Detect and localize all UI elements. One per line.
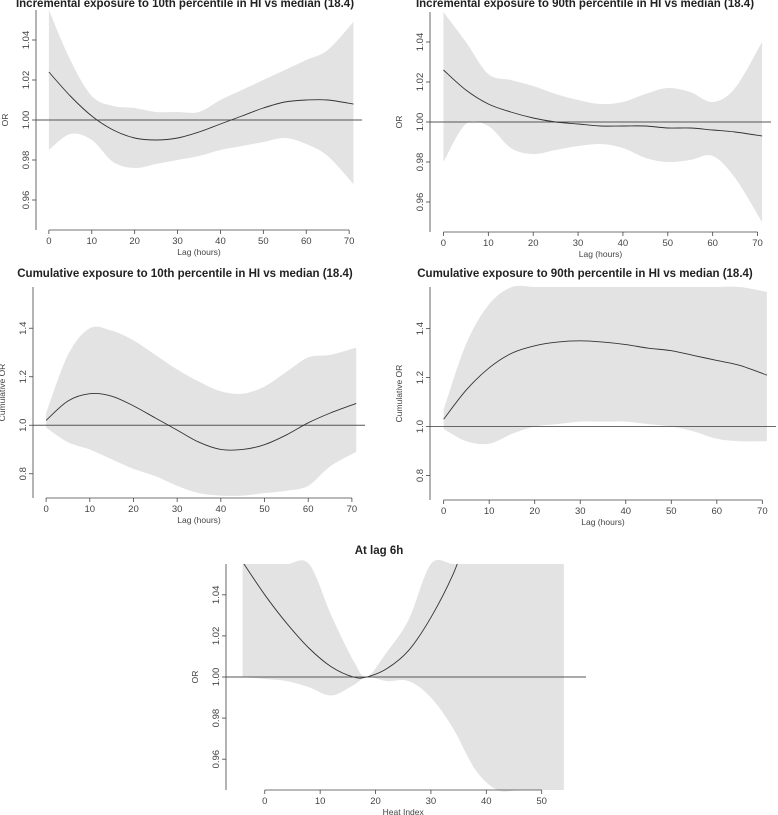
y-tick-label: 1.04	[415, 33, 426, 52]
y-tick-label: 0.96	[211, 750, 222, 769]
series-line	[443, 340, 768, 420]
x-tick-label: 30	[575, 506, 586, 517]
x-tick-label: 50	[666, 506, 677, 517]
chart-title: At lag 6h	[354, 545, 404, 557]
x-tick-label: 0	[441, 238, 446, 249]
x-tick-label: 10	[484, 506, 495, 517]
series-line	[243, 564, 458, 679]
x-tick-label: 0	[441, 506, 446, 517]
x-axis-label: Lag (hours)	[177, 515, 221, 525]
y-tick-label: 1.2	[18, 370, 29, 383]
x-tick-label: 20	[370, 796, 381, 807]
x-tick-label: 20	[128, 504, 139, 515]
chart-title: Incremental exposure to 90th percentile …	[415, 0, 755, 10]
x-tick-label: 70	[752, 238, 763, 249]
y-tick-label: 1.4	[18, 322, 29, 335]
x-tick-label: 0	[262, 796, 267, 807]
x-tick-label: 60	[707, 238, 718, 249]
x-tick-label: 10	[86, 236, 97, 247]
x-tick-label: 40	[620, 506, 631, 517]
y-axis-label: Cumulative OR	[394, 365, 404, 423]
chart-panel-cumulative-90th: 0 10 20 30 40 50 60 70 0.8 1.0 1.2 1.4 Lag (hours) Cu…	[394, 285, 776, 527]
x-tick-label: 10	[315, 796, 326, 807]
x-tick-label: 20	[528, 238, 539, 249]
y-tick-label: 0.8	[18, 467, 29, 480]
x-tick-label: 10	[483, 238, 494, 249]
y-tick-label: 1.00	[211, 668, 222, 687]
y-tick-label: 1.04	[21, 31, 32, 50]
x-tick-label: 70	[344, 236, 355, 247]
y-tick-label: 0.96	[21, 191, 32, 210]
x-axis-label: Lag (hours)	[177, 247, 221, 257]
y-axis-label: OR	[0, 114, 10, 127]
y-tick-label: 0.98	[21, 151, 32, 170]
chart-title: Cumulative exposure to 10th percentile i…	[17, 268, 353, 280]
x-tick-label: 20	[529, 506, 540, 517]
x-tick-label: 30	[172, 504, 183, 515]
confidence-band	[443, 285, 767, 445]
x-tick-label: 70	[757, 506, 768, 517]
confidence-band	[443, 12, 763, 222]
y-tick-label: 1.0	[415, 420, 426, 433]
y-tick-label: 0.8	[415, 469, 426, 482]
x-tick-label: 60	[712, 506, 723, 517]
x-tick-label: 30	[426, 796, 437, 807]
x-tick-label: 40	[481, 796, 492, 807]
y-tick-label: 1.02	[415, 73, 426, 92]
x-tick-label: 50	[259, 504, 270, 515]
x-tick-label: 30	[172, 236, 183, 247]
x-axis-label: Heat Index	[383, 807, 425, 815]
chart-title: Incremental exposure to 10th percentile …	[15, 0, 355, 10]
y-tick-label: 0.98	[415, 153, 426, 172]
x-tick-label: 10	[85, 504, 96, 515]
y-tick-label: 1.00	[415, 113, 426, 132]
series-line	[443, 69, 763, 137]
y-tick-label: 1.4	[415, 322, 426, 335]
x-tick-label: 40	[215, 236, 226, 247]
confidence-band	[242, 559, 564, 792]
chart-panel-incremental-10th: 0 10 20 30 40 50 60 70 0.96 0.98 1.00 1.02 1.04 Lag (…	[0, 10, 362, 257]
x-tick-label: 70	[347, 504, 358, 515]
x-axis-label: Lag (hours)	[581, 517, 625, 527]
chart-panel-incremental-90th: 0 10 20 30 40 50 60 70 0.96 0.98 1.00 1.02 1.04 Lag (…	[394, 12, 771, 259]
x-tick-label: 40	[216, 504, 227, 515]
y-axis-label: OR	[190, 671, 200, 684]
x-tick-label: 50	[663, 238, 674, 249]
y-tick-label: 1.00	[21, 111, 32, 130]
series-line	[48, 71, 354, 141]
y-tick-label: 1.2	[415, 371, 426, 384]
x-tick-label: 60	[301, 236, 312, 247]
chart-title: Cumulative exposure to 90th percentile i…	[417, 268, 753, 280]
x-tick-label: 30	[573, 238, 584, 249]
y-tick-label: 0.98	[211, 709, 222, 728]
x-tick-label: 0	[46, 236, 51, 247]
x-tick-label: 0	[43, 504, 48, 515]
x-tick-label: 50	[258, 236, 269, 247]
x-axis-label: Lag (hours)	[579, 249, 623, 259]
y-tick-label: 0.96	[415, 193, 426, 212]
y-tick-label: 1.02	[211, 627, 222, 646]
x-tick-label: 60	[303, 504, 314, 515]
y-tick-label: 1.0	[18, 419, 29, 432]
y-tick-label: 1.04	[211, 586, 222, 605]
confidence-band	[48, 10, 354, 184]
chart-panel-cumulative-10th: 0 10 20 30 40 50 60 70 0.8 1.0 1.2 1.4 Lag (hours) Cu…	[0, 287, 365, 525]
confidence-band	[46, 326, 357, 496]
y-axis-label: Cumulative OR	[0, 364, 7, 422]
x-tick-label: 20	[129, 236, 140, 247]
y-tick-label: 1.02	[21, 71, 32, 90]
x-tick-label: 40	[618, 238, 629, 249]
series-line	[45, 393, 357, 451]
x-tick-label: 50	[536, 796, 547, 807]
y-axis-label: OR	[394, 116, 404, 129]
